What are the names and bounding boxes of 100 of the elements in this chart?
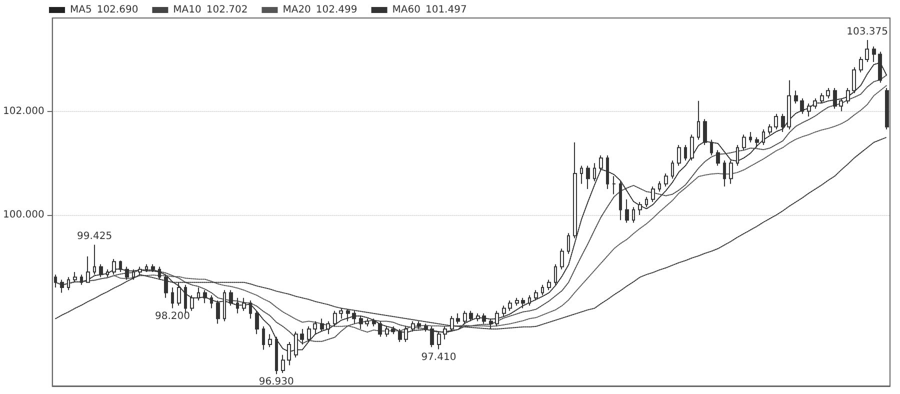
candlestick <box>378 320 382 338</box>
candlestick <box>625 198 629 224</box>
candlestick <box>216 300 220 324</box>
legend-label: MA20 <box>282 4 311 16</box>
candlestick <box>359 316 363 330</box>
candlestick <box>236 297 239 314</box>
candlestick <box>560 248 564 270</box>
candlestick <box>203 290 207 304</box>
candlestick <box>119 260 122 272</box>
annotation: 103.375 <box>846 26 888 38</box>
candlestick <box>242 297 246 312</box>
candlestick <box>859 56 863 73</box>
candlestick <box>112 258 116 276</box>
candlestick <box>99 264 103 278</box>
candlestick <box>300 328 304 346</box>
candlestick <box>599 154 603 172</box>
candlestick <box>437 331 441 350</box>
annotation: 96.930 <box>258 376 294 388</box>
candlestick <box>762 128 765 146</box>
candlestick <box>138 266 142 276</box>
candlestick <box>846 87 850 104</box>
candlestick <box>807 103 811 117</box>
candlestick <box>255 310 259 335</box>
candlestick <box>313 320 317 335</box>
candlestick <box>885 87 889 130</box>
candlestick <box>190 294 194 312</box>
candlestick <box>684 144 687 162</box>
candlestick <box>606 154 609 190</box>
candlestick <box>872 46 876 63</box>
candlestick <box>586 165 590 190</box>
candlestick <box>463 310 467 324</box>
candlestick <box>125 266 129 280</box>
candlestick <box>404 326 408 342</box>
candlestick <box>352 310 356 324</box>
legend-label: MA10 <box>173 4 202 16</box>
candlestick <box>638 202 642 216</box>
candlestick <box>287 341 291 366</box>
candlestick <box>456 312 460 324</box>
candlestick <box>502 305 506 317</box>
candlestick <box>476 312 480 322</box>
candlestick <box>736 144 739 166</box>
candlestick <box>716 150 720 166</box>
candlestick <box>534 290 538 301</box>
candlestick <box>671 160 674 180</box>
candlestick <box>521 297 525 309</box>
candlestick <box>469 310 473 322</box>
candlestick <box>80 274 83 286</box>
candlestick <box>664 172 668 187</box>
candlestick <box>145 264 148 272</box>
candlestick <box>729 160 733 184</box>
candlestick <box>703 118 707 146</box>
candlestick <box>800 98 804 114</box>
candlestick <box>742 134 746 151</box>
candlestick <box>158 266 161 280</box>
candlestick <box>372 318 376 327</box>
candlestick <box>658 180 661 192</box>
candlestick <box>839 98 843 112</box>
candlestick <box>268 334 272 348</box>
candlestick <box>813 98 817 110</box>
candlestick <box>781 113 785 133</box>
candlestick <box>632 206 635 224</box>
candlestick <box>723 160 726 187</box>
candlestick <box>60 279 64 294</box>
candlestick <box>249 300 252 320</box>
legend-label: MA60 <box>392 4 420 16</box>
candlestick <box>73 271 77 283</box>
y-tick-label: 102.000 <box>2 106 44 117</box>
candlestick <box>787 80 791 130</box>
candlestick <box>651 186 655 202</box>
candlestick <box>645 196 648 208</box>
candlestick <box>515 297 519 306</box>
candlestick <box>749 132 752 143</box>
annotation: 97.410 <box>421 352 456 363</box>
legend-label: MA5 <box>70 4 92 16</box>
candlestick <box>132 268 135 280</box>
candlestick <box>54 274 57 288</box>
candlestick <box>294 331 298 358</box>
candlestick <box>385 326 389 338</box>
candlestick <box>690 134 694 162</box>
candlestick <box>826 87 830 99</box>
candlestick <box>210 294 213 309</box>
candlestick <box>320 318 324 332</box>
candlestick <box>106 268 109 278</box>
candlestick <box>93 244 96 276</box>
candlestick <box>768 124 772 136</box>
y-tick-label: 100.000 <box>2 209 44 220</box>
candlestick <box>346 308 350 322</box>
candlestick <box>177 282 181 306</box>
candlestick <box>541 284 544 296</box>
candlestick <box>365 318 369 327</box>
candlestick <box>281 354 285 374</box>
candlestick <box>833 87 837 110</box>
candlestick <box>508 300 512 312</box>
candlestick <box>528 294 531 306</box>
candlestick <box>593 162 596 182</box>
candlestick <box>755 136 759 148</box>
candlestick <box>820 92 824 104</box>
candlestick <box>333 310 337 327</box>
candlestick <box>619 180 622 221</box>
candlestick <box>697 100 700 140</box>
